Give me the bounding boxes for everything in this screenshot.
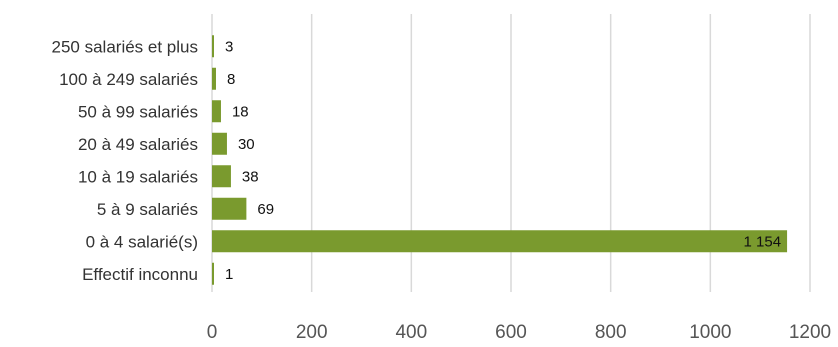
x-tick-label: 1000 — [689, 322, 731, 343]
data-label: 30 — [238, 136, 255, 153]
data-label: 1 — [225, 266, 233, 283]
bar — [212, 100, 221, 123]
data-label: 3 — [225, 38, 233, 55]
data-label: 8 — [227, 71, 235, 88]
bar — [212, 230, 788, 253]
x-tick-label: 1200 — [789, 322, 831, 343]
data-label: 18 — [232, 103, 249, 120]
category-label: 0 à 4 salarié(s) — [86, 232, 198, 251]
bar — [212, 67, 216, 90]
bar — [212, 197, 247, 220]
bars — [212, 35, 788, 285]
x-tick-label: 0 — [207, 322, 218, 343]
category-labels: 250 salariés et plus 100 à 249 salariés 50… — [52, 37, 198, 284]
bar — [212, 262, 214, 285]
data-label: 38 — [242, 168, 259, 185]
bar — [212, 132, 227, 155]
category-label: 100 à 249 salariés — [59, 70, 198, 89]
bar — [212, 165, 231, 188]
category-label: 20 à 49 salariés — [78, 135, 198, 154]
data-label: 1 154 — [744, 233, 782, 250]
category-label: Effectif inconnu — [82, 265, 198, 284]
category-label: 10 à 19 salariés — [78, 167, 198, 186]
x-tick-label: 800 — [595, 322, 627, 343]
x-tick-label: 600 — [495, 322, 527, 343]
bar — [212, 35, 214, 58]
data-label: 69 — [257, 201, 274, 218]
category-label: 5 à 9 salariés — [97, 200, 198, 219]
gridlines — [211, 14, 811, 292]
category-label: 250 salariés et plus — [52, 37, 198, 56]
category-label: 50 à 99 salariés — [78, 102, 198, 121]
x-tick-label: 200 — [296, 322, 328, 343]
x-tick-labels: 0 200 400 600 800 1000 1200 — [207, 322, 831, 343]
x-tick-label: 400 — [395, 322, 427, 343]
